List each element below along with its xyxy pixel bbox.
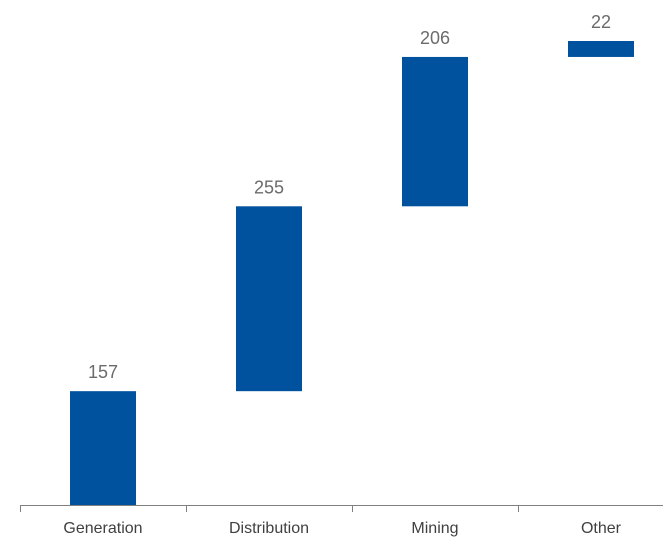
tick-labels-group: Generation Distribution Mining Other — [63, 520, 621, 537]
data-label-generation: 157 — [88, 362, 118, 382]
x-axis — [20, 505, 663, 512]
bar-generation — [70, 391, 136, 505]
data-labels-group: 157 255 206 22 — [88, 12, 611, 382]
data-label-other: 22 — [591, 12, 611, 32]
data-label-mining: 206 — [420, 28, 450, 48]
tick-label-mining: Mining — [411, 520, 458, 537]
bar-other — [568, 41, 634, 57]
bars-group — [70, 41, 634, 505]
bar-mining — [402, 56, 468, 207]
tick-label-other: Other — [581, 520, 622, 537]
data-label-distribution: 255 — [254, 177, 284, 197]
tick-label-distribution: Distribution — [229, 520, 309, 537]
tick-label-generation: Generation — [63, 520, 142, 537]
bar-distribution — [236, 206, 302, 392]
